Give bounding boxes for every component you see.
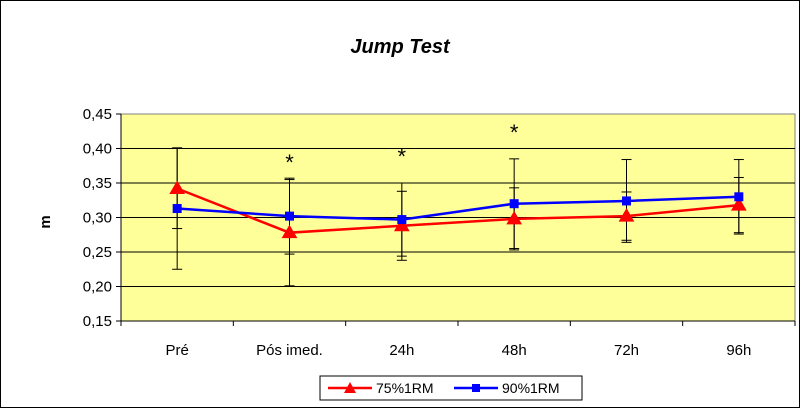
data-point bbox=[397, 215, 407, 225]
legend-swatch-marker bbox=[472, 384, 480, 392]
axes bbox=[116, 113, 796, 326]
data-point bbox=[281, 224, 298, 239]
series-lines bbox=[176, 187, 739, 234]
significance-annotation: * bbox=[285, 150, 294, 175]
data-point bbox=[622, 196, 631, 206]
y-tick-label: 0,45 bbox=[83, 106, 112, 123]
y-tick-label: 0,25 bbox=[83, 244, 112, 261]
y-tick-label: 0,15 bbox=[83, 313, 112, 330]
x-tick-label: 24h bbox=[389, 342, 414, 359]
x-tick-label: Pós imed. bbox=[256, 342, 323, 359]
data-point bbox=[618, 208, 635, 222]
data-point bbox=[169, 180, 186, 195]
series-line bbox=[176, 187, 739, 234]
data-point bbox=[172, 204, 182, 214]
legend-swatch-marker bbox=[344, 382, 356, 393]
legend-label: 75%1RM bbox=[376, 380, 434, 396]
x-tick-label: 96h bbox=[726, 342, 751, 359]
x-tick-label: Pré bbox=[165, 342, 188, 359]
chart-title: Jump Test bbox=[350, 36, 450, 58]
series-line bbox=[177, 195, 739, 221]
y-axis-label: m bbox=[37, 215, 54, 228]
x-tick-label: 72h bbox=[614, 342, 639, 359]
y-tick-label: 0,30 bbox=[83, 210, 112, 227]
data-point bbox=[506, 210, 523, 225]
gridlines bbox=[121, 148, 795, 287]
significance-annotation: * bbox=[510, 120, 519, 145]
data-point bbox=[509, 199, 519, 209]
series-markers bbox=[169, 180, 747, 239]
y-tick-label: 0,35 bbox=[83, 175, 112, 192]
y-tick-label: 0,20 bbox=[83, 279, 112, 296]
y-tick-label: 0,40 bbox=[83, 141, 112, 158]
x-tick-label: 48h bbox=[502, 342, 527, 359]
data-point bbox=[285, 211, 294, 221]
tick-labels: 0,15 0,20 0,25 0,30 0,35 0,40 0,45 Pré Pós imed.… bbox=[83, 106, 752, 359]
legend-label: 90%1RM bbox=[502, 380, 560, 396]
data-point bbox=[393, 217, 410, 232]
annotations: * * * bbox=[285, 120, 519, 175]
legend: 75%1RM 90%1RM bbox=[319, 375, 583, 401]
data-point bbox=[734, 192, 744, 202]
significance-annotation: * bbox=[398, 144, 407, 169]
data-point bbox=[730, 197, 747, 211]
